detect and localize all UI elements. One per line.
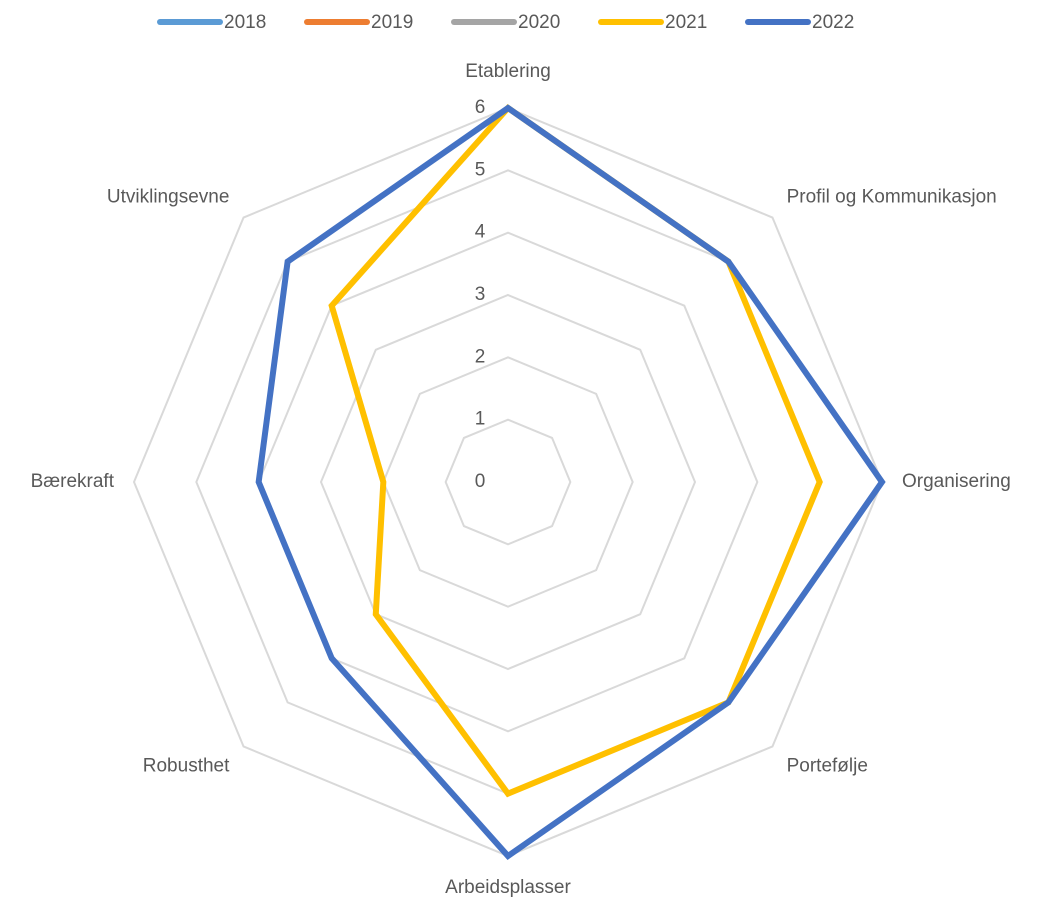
legend-label: 2020 bbox=[518, 12, 560, 33]
y-tick-label: 1 bbox=[475, 409, 486, 430]
category-label: Organisering bbox=[902, 471, 1011, 492]
y-tick-label: 2 bbox=[475, 346, 486, 367]
category-label: Arbeidsplasser bbox=[445, 877, 571, 898]
category-label: Portefølje bbox=[787, 756, 868, 777]
category-label: Utviklingsevne bbox=[107, 186, 230, 207]
y-tick-label: 5 bbox=[475, 159, 486, 180]
grid-line bbox=[132, 106, 884, 858]
y-tick-label: 6 bbox=[475, 97, 486, 118]
category-label: Robusthet bbox=[143, 756, 230, 777]
legend-label: 2021 bbox=[665, 12, 707, 33]
legend-label: 2022 bbox=[812, 12, 854, 33]
category-label: Etablering bbox=[465, 61, 551, 82]
series-line bbox=[328, 104, 823, 798]
category-label: Bærekraft bbox=[31, 471, 115, 492]
category-label: Profil og Kommunikasjon bbox=[787, 186, 997, 207]
legend-label: 2018 bbox=[224, 12, 266, 33]
legend-label: 2019 bbox=[371, 12, 413, 33]
grid-line bbox=[444, 418, 572, 546]
grid-line bbox=[257, 231, 759, 733]
y-tick-label: 4 bbox=[475, 222, 486, 243]
series-line bbox=[255, 104, 886, 860]
y-tick-label: 0 bbox=[475, 471, 486, 492]
grid-line bbox=[382, 356, 634, 608]
y-tick-label: 3 bbox=[475, 284, 486, 305]
